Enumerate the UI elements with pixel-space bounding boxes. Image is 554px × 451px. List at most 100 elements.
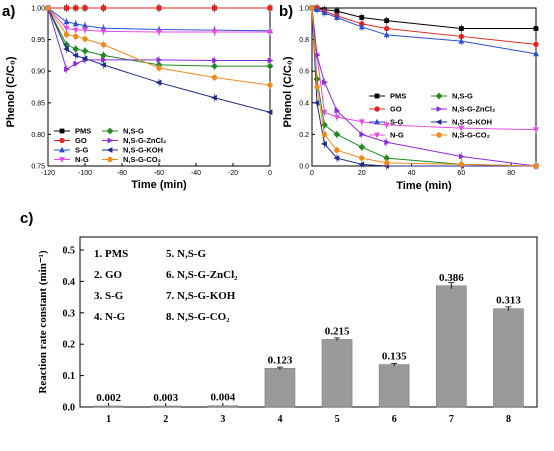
a-data-point-n-s-g-zncl2: [73, 60, 80, 67]
b-legend-label-n-s-g-co2: N,S-G-CO₂: [452, 131, 490, 140]
c-legend-item: 1. PMS: [94, 248, 128, 260]
panel-b-y-axis-title: Phenol (C/C₀): [282, 56, 294, 127]
c-bar-value-label: 0.003: [153, 392, 178, 404]
c-bar-value-label: 0.002: [96, 392, 121, 404]
panel-c-x-ticks: 1 2 3 4 5 6 7 8: [106, 403, 511, 425]
a-data-point-n-s-g-koh: [72, 52, 79, 59]
b-x-tick-label: 40: [408, 170, 416, 177]
b-legend-label-n-s-g-koh: N,S-G-KOH: [452, 118, 492, 127]
c-bar: [436, 285, 467, 408]
a-legend-label-pms: PMS: [75, 127, 91, 136]
a-legend-marker-go: [59, 137, 65, 144]
c-legend-item: 2. GO: [94, 269, 123, 281]
c-y-tick-label: 0.0: [63, 403, 76, 414]
panel-a-legend: PMS N,S-G GO N,S-G-ZnCl₂ S-G N,S-G-KOH N-G N,S-…: [54, 127, 166, 164]
a-x-tick-label: -120: [41, 170, 55, 177]
c-bar: [378, 364, 410, 408]
a-data-point-n-s-g-koh: [100, 61, 106, 68]
a-legend-marker-n-g: [59, 157, 65, 163]
a-legend-label-n-s-g-co2: N,S-G-CO₂: [123, 155, 161, 164]
a-data-point-n-s-g-co2: [63, 31, 70, 38]
b-data-point-n-s-g-koh: [321, 140, 327, 147]
b-legend-label-n-s-g: N,S-G: [452, 92, 473, 101]
a-data-point-n-s-g-co2: [73, 33, 79, 40]
b-data-point-pms: [334, 8, 340, 14]
b-data-point-n-s-g-co2: [533, 163, 539, 169]
b-data-point-go: [383, 25, 390, 32]
b-data-point-n-s-g-co2: [334, 147, 340, 153]
a-x-tick-label: -60: [154, 170, 164, 177]
panel-c-frame: [79, 236, 538, 408]
b-x-tick-label: 0: [310, 170, 314, 177]
panel-c-legend: 1. PMS 2. GO 3. S-G 4. N-G 5. N,S-G 6. N,S-G-…: [94, 248, 238, 323]
a-legend-label-n-s-g-zncl2: N,S-G-ZnCl₂: [123, 136, 166, 145]
a-legend-label-n-s-g-koh: N,S-G-KOH: [123, 146, 163, 155]
b-legend-marker-n-s-g: [435, 92, 443, 100]
c-bar-value-label: 0.123: [268, 354, 293, 366]
a-x-tick-label: -100: [78, 170, 92, 177]
a-data-point-n-s-g-co2: [82, 36, 88, 42]
a-data-point-n-s-g-zncl2: [64, 66, 70, 73]
b-data-point-n-s-g-co2: [309, 5, 315, 11]
c-y-tick-label: 0.3: [63, 308, 76, 319]
a-legend-marker-n-s-g: [106, 127, 114, 135]
b-legend-label-n-g: N-G: [390, 131, 404, 140]
a-legend-label-go: GO: [75, 136, 87, 145]
a-data-point-n-s-g-zncl2: [156, 56, 163, 63]
b-data-point-s-g: [321, 9, 328, 16]
a-legend-marker-n-s-g-koh: [106, 147, 113, 153]
b-data-point-n-g: [383, 122, 390, 129]
b-data-point-n-s-g-co2: [359, 155, 365, 161]
b-data-point-n-s-g-zncl2: [384, 139, 391, 146]
a-y-tick-label: 0.95: [31, 37, 45, 44]
b-data-point-n-s-g-zncl2: [334, 107, 341, 114]
a-x-tick-label: -20: [228, 170, 238, 177]
a-data-point-go: [156, 5, 162, 11]
c-legend-item: 4. N-G: [94, 311, 126, 323]
b-legend-marker-n-s-g-co2: [436, 132, 442, 138]
a-x-tick-label: -80: [117, 170, 127, 177]
a-data-point-n-g: [63, 25, 70, 32]
b-series-line-n-s-g-co2: [311, 7, 537, 167]
b-x-tick-label: 80: [507, 170, 515, 177]
b-data-point-n-s-g-co2: [321, 131, 328, 138]
b-data-point-n-s-g: [333, 131, 341, 138]
b-series-line-n-s-g: [311, 7, 537, 167]
c-x-tick-label: 2: [163, 414, 168, 425]
a-data-point-n-g: [267, 29, 273, 36]
b-data-point-n-s-g: [383, 154, 391, 162]
b-data-point-n-g: [358, 119, 365, 126]
c-legend-item: 8. N,S-G-CO₂: [166, 311, 230, 323]
a-data-point-n-s-g-co2: [156, 65, 162, 71]
b-data-point-n-s-g-zncl2: [458, 153, 465, 160]
panel-a-x-ticks: -120 -100 -80 -60 -40 -20 0: [41, 163, 272, 177]
b-y-tick-label: 0.6: [299, 69, 309, 76]
a-data-point-go: [63, 5, 70, 11]
a-data-point-n-g: [100, 28, 107, 35]
a-legend-marker-n-s-g-co2: [107, 156, 113, 163]
panel-c-y-ticks: 0.0 0.1 0.2 0.3 0.4 0.5: [63, 246, 84, 414]
c-bar: [493, 308, 524, 408]
b-data-point-go: [533, 41, 539, 48]
b-y-tick-label: 0.4: [299, 100, 309, 107]
b-series-line-s-g: [311, 7, 537, 55]
a-legend-label-n-s-g: N,S-G: [123, 127, 144, 136]
a-y-tick-label: 0.75: [31, 164, 45, 171]
a-y-tick-label: 0.85: [31, 100, 45, 107]
b-legend-label-pms: PMS: [390, 92, 406, 101]
a-data-point-n-s-g: [266, 62, 274, 70]
c-y-tick-label: 0.4: [63, 277, 76, 288]
panel-c-bars: 0.002 0.003 0.004 0.123 0.215 0.135 0.386 0.313: [93, 272, 524, 408]
b-x-tick-label: 20: [358, 170, 366, 177]
b-legend-label-n-s-g-zncl2: N,S-G-ZnCl₂: [452, 105, 495, 114]
a-data-point-n-g: [82, 27, 88, 34]
b-data-point-n-g: [458, 125, 465, 132]
b-legend-marker-pms: [374, 93, 380, 99]
a-data-point-n-s-g-koh: [155, 79, 162, 86]
c-bar-value-label: 0.215: [325, 325, 350, 337]
a-data-point-n-g: [72, 27, 79, 34]
panel-b-letter: b): [279, 3, 293, 20]
b-data-point-pms: [458, 26, 464, 31]
b-data-point-n-s-g-zncl2: [314, 52, 321, 59]
